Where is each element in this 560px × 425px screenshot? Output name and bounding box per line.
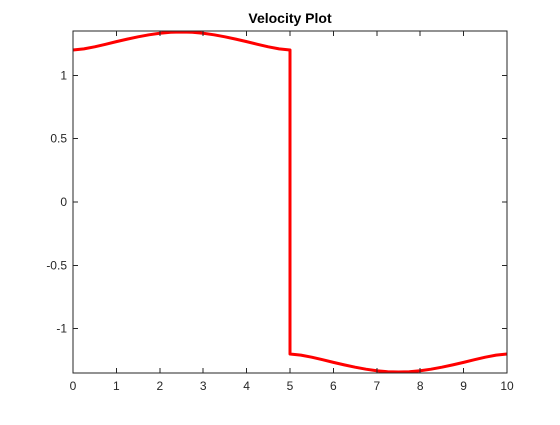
x-tick-label: 0: [70, 379, 77, 393]
x-tick-label: 6: [330, 379, 337, 393]
x-tick-label: 1: [113, 379, 120, 393]
x-tick-label: 5: [287, 379, 294, 393]
x-tick-label: 10: [500, 379, 514, 393]
x-tick-label: 7: [373, 379, 380, 393]
y-tick-label: 0: [60, 195, 67, 209]
y-tick-label: 1: [60, 68, 67, 82]
y-tick-label: -0.5: [46, 258, 67, 272]
y-tick-label: -1: [56, 322, 67, 336]
y-tick-label: 0.5: [50, 132, 67, 146]
x-tick-label: 8: [417, 379, 424, 393]
chart-title: Velocity Plot: [248, 10, 332, 26]
series-line-1: [72, 30, 508, 374]
x-tick-label: 3: [200, 379, 207, 393]
x-tick-label: 2: [156, 379, 163, 393]
x-tick-label: 9: [460, 379, 467, 393]
axes: 0 1 2 3 4 5 6 7 8 9 10 -1 -0.5 0 0.5 1: [46, 30, 514, 393]
x-tick-label: 4: [243, 379, 250, 393]
plot-area: [72, 30, 508, 374]
